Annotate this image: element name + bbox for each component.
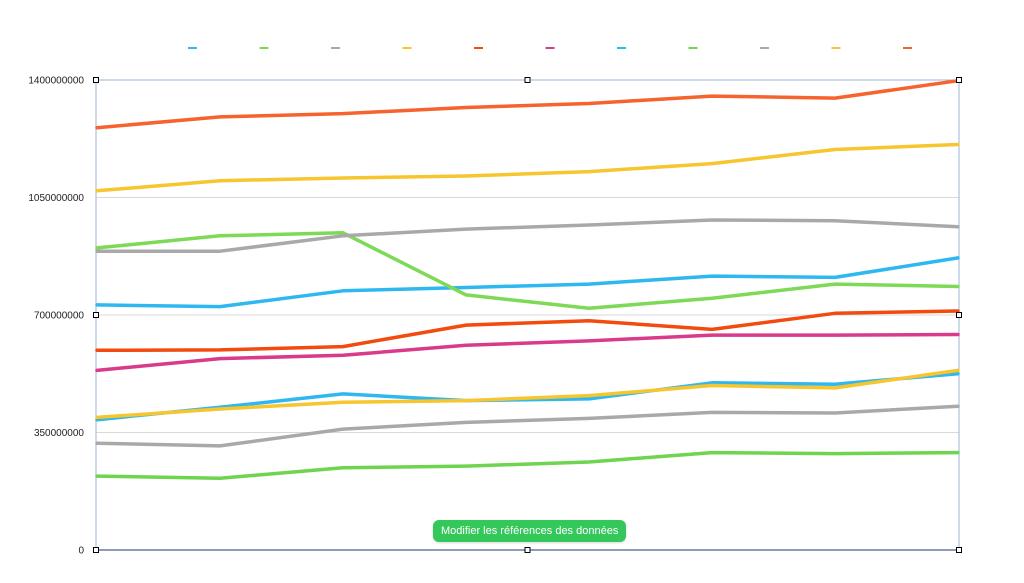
y-tick-label: 350000000 <box>34 428 84 439</box>
y-tick-label: 1400000000 <box>28 76 84 87</box>
resize-handle[interactable] <box>93 77 99 83</box>
resize-handle[interactable] <box>956 547 962 553</box>
series-line <box>95 309 960 353</box>
series-line <box>95 142 960 193</box>
y-axis-tick-labels: 0 350000000 700000000 1050000000 1400000000 <box>28 76 84 557</box>
y-tick-label: 700000000 <box>34 311 84 322</box>
series-line <box>95 231 960 311</box>
series-line <box>95 404 960 448</box>
resize-handle[interactable] <box>956 312 962 318</box>
series-line <box>95 78 960 130</box>
series-line <box>95 368 960 420</box>
resize-handles[interactable] <box>93 77 962 553</box>
series-line <box>95 332 960 373</box>
resize-handle[interactable] <box>524 547 531 553</box>
series-line <box>95 256 960 309</box>
y-tick-label: 0 <box>78 546 84 557</box>
resize-handle[interactable] <box>93 547 99 553</box>
y-tick-label: 1050000000 <box>28 193 84 204</box>
gridlines <box>96 79 959 433</box>
resize-handle[interactable] <box>524 77 531 83</box>
series-lines <box>95 78 960 480</box>
series-line <box>95 218 960 253</box>
resize-handle[interactable] <box>956 77 962 83</box>
resize-handle[interactable] <box>93 312 99 318</box>
edit-data-references-button[interactable]: Modifier les références des données <box>433 520 627 542</box>
series-line <box>95 450 960 480</box>
